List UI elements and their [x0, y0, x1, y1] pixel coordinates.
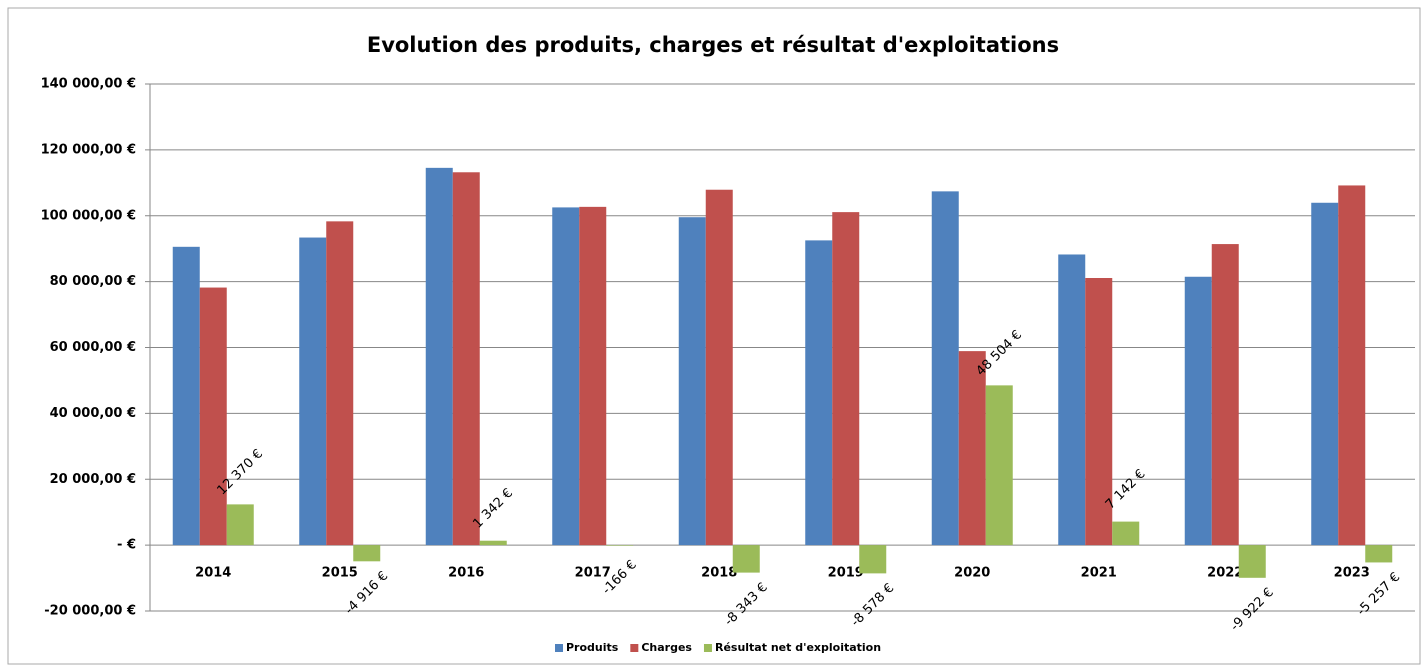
bar	[832, 212, 860, 546]
x-tick-label: 2014	[195, 566, 231, 581]
y-tick-label: 40 000,00 €	[50, 406, 136, 421]
bar	[1112, 521, 1140, 546]
x-tick-label: 2022	[1207, 566, 1243, 581]
y-tick-label: - €	[117, 538, 136, 553]
bar	[958, 351, 986, 546]
y-tick-label: -20 000,00 €	[44, 604, 136, 619]
x-tick-label: 2020	[954, 566, 990, 581]
x-tick-label: 2018	[701, 566, 737, 581]
bar	[299, 237, 327, 546]
y-tick-label: 80 000,00 €	[50, 274, 136, 289]
bar	[326, 221, 354, 546]
y-tick-label: 100 000,00 €	[41, 208, 136, 223]
bar	[1058, 254, 1086, 546]
legend-label: Charges	[641, 641, 692, 654]
x-tick-label: 2015	[322, 566, 358, 581]
x-tick-label: 2023	[1334, 566, 1370, 581]
bar	[353, 545, 381, 562]
legend-label: Produits	[566, 641, 619, 654]
x-tick-label: 2019	[828, 566, 864, 581]
bar	[479, 540, 507, 546]
legend-swatch	[630, 644, 639, 652]
y-tick-label: 120 000,00 €	[41, 142, 136, 157]
bar	[931, 191, 959, 546]
bar	[606, 545, 634, 546]
x-tick-label: 2021	[1081, 566, 1117, 581]
bar	[1365, 545, 1393, 563]
bar	[199, 287, 227, 546]
bar	[1311, 202, 1339, 546]
bar	[579, 206, 607, 546]
bar	[705, 189, 733, 546]
bar	[1238, 545, 1266, 578]
y-tick-label: 60 000,00 €	[50, 340, 136, 355]
bar	[1211, 244, 1239, 546]
y-tick-label: 140 000,00 €	[41, 77, 136, 92]
bar	[1338, 185, 1366, 546]
bar	[985, 385, 1013, 546]
x-tick-label: 2016	[448, 566, 484, 581]
bar	[859, 545, 887, 574]
legend-swatch	[703, 644, 712, 652]
bar	[552, 207, 580, 546]
bar	[1085, 278, 1113, 546]
legend-swatch	[555, 644, 563, 652]
bar	[172, 246, 200, 546]
x-tick-label: 2017	[575, 566, 611, 581]
legend-label: Résultat net d'exploitation	[715, 641, 881, 654]
bar	[425, 167, 453, 546]
bar	[678, 217, 706, 546]
chart-title: Evolution des produits, charges et résul…	[367, 33, 1059, 57]
bar	[452, 172, 480, 546]
bar	[732, 545, 760, 573]
bar	[805, 240, 833, 546]
bar	[1184, 276, 1212, 546]
y-tick-label: 20 000,00 €	[50, 472, 136, 487]
bar	[226, 504, 254, 546]
